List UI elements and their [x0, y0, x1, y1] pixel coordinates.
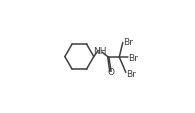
Text: NH: NH: [93, 47, 107, 56]
Text: Br: Br: [128, 53, 138, 62]
Text: O: O: [108, 67, 115, 76]
Text: Br: Br: [123, 38, 133, 47]
Text: Br: Br: [126, 69, 136, 78]
